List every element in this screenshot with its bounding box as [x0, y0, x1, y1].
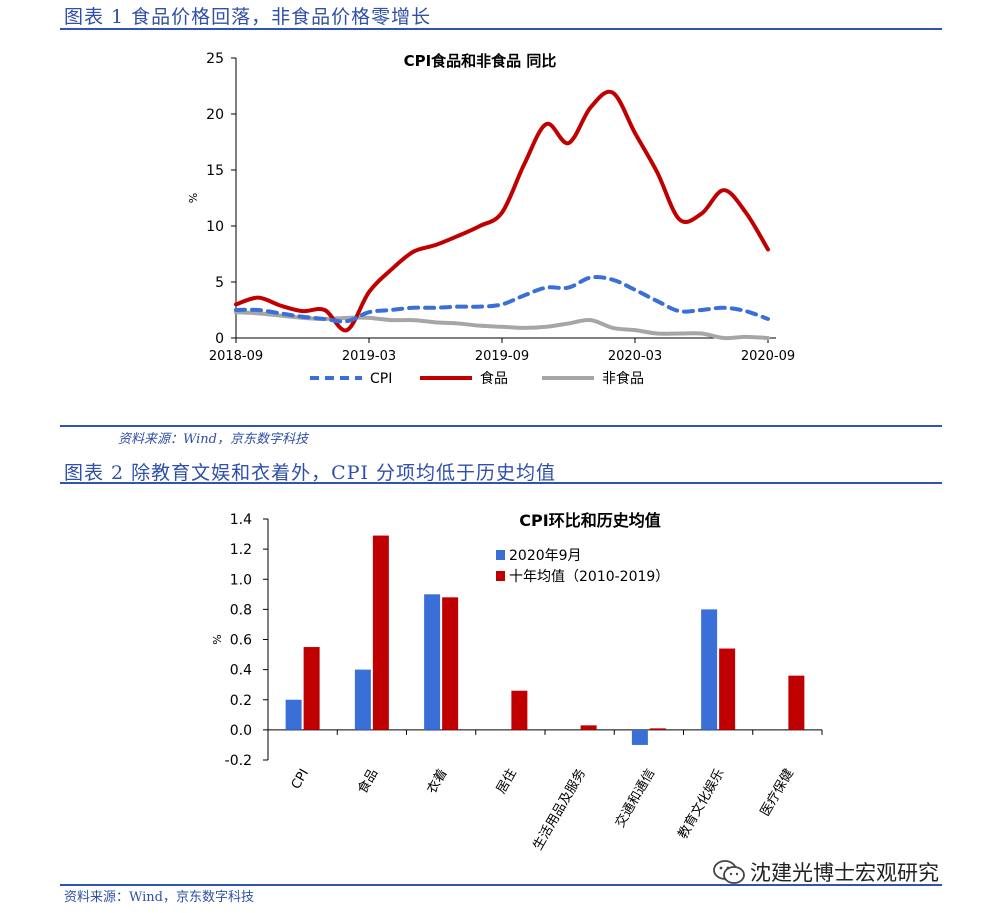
chart2-bar [354, 669, 371, 730]
chart2-bar [424, 594, 441, 730]
watermark-text: 沈建光博士宏观研究 [750, 861, 939, 885]
figure1-source: 资料来源：Wind，京东数字科技 [118, 432, 308, 447]
chart2-category-label: 居住 [494, 767, 520, 797]
chart1-legend-label: CPI [370, 371, 392, 387]
bar-chart: CPI环比和历史均值% -0.2 0.0 0.2 0.4 0.6 0.8 1.0 1.2 1.4 C… [210, 511, 823, 853]
chart2-bar [285, 699, 302, 730]
chart2-bar [580, 725, 597, 730]
chart2-bar [701, 609, 718, 730]
figure1-bottom-rule [60, 425, 942, 427]
chart2-category-label: 教育文化娱乐 [675, 766, 728, 842]
figure1-top-rule [60, 28, 942, 30]
chart2-ylabel: % [210, 634, 223, 644]
chart2-bar [372, 535, 389, 730]
chart1-xtick-label: 2019-09 [475, 349, 529, 364]
chart1-xtick-label: 2020-03 [608, 349, 662, 364]
chart1-series-line [234, 275, 770, 324]
chart1-series-line [234, 89, 770, 333]
chart2-category-label: 食品 [354, 766, 381, 797]
chart2-ytick-label: 1.0 [230, 572, 252, 588]
chart1-xtick-label: 2019-03 [342, 349, 396, 364]
chart2-category-label: CPI [289, 767, 312, 792]
chart2-bar [511, 690, 528, 730]
chart1-ytick-label: 5 [215, 275, 224, 291]
chart2-ytick-label: 0.8 [230, 602, 252, 618]
chart1-title: CPI食品和非食品 同比 [404, 52, 557, 70]
chart2-category-label: 交通和通信 [612, 766, 658, 830]
watermark: 沈建光博士宏观研究 [712, 856, 939, 888]
figure1-title: 图表 1 食品价格回落，非食品价格零增长 [64, 6, 432, 28]
chart2-ytick-label: 1.4 [230, 512, 252, 528]
chart2-bar [631, 729, 648, 745]
figure2-title: 图表 2 除教育文娱和衣着外，CPI 分项均低于历史均值 [64, 462, 557, 484]
chart2-bar [303, 647, 320, 730]
chart1-legend-label: 非食品 [602, 370, 644, 387]
wechat-icon [713, 860, 745, 884]
chart2-bar [649, 728, 666, 730]
chart1-ytick-label: 10 [206, 219, 224, 235]
chart2-legend-swatch [496, 571, 505, 581]
chart2-bar [442, 597, 459, 730]
chart2-ytick-label: 1.2 [230, 542, 252, 558]
figure2-bottom-rule [60, 884, 942, 886]
chart1-ytick-label: 15 [206, 163, 224, 179]
chart2-ytick-label: 0.4 [230, 663, 252, 679]
chart1-ytick-label: 0 [215, 331, 224, 347]
chart2-category-label: 生活用品及服务 [530, 766, 589, 853]
chart1-ylabel: % [186, 193, 199, 203]
chart1-ytick-label: 20 [206, 107, 224, 123]
figure2-top-rule [60, 482, 942, 484]
chart2-bar [719, 648, 736, 730]
chart1-xtick-label: 2018-09 [209, 349, 263, 364]
chart2-category-label: 医疗保健 [758, 767, 797, 820]
chart2-title: CPI环比和历史均值 [519, 511, 660, 530]
chart2-ytick-label: -0.2 [225, 753, 252, 769]
chart2-ytick-label: 0.6 [230, 633, 252, 649]
chart2-ytick-label: 0.2 [230, 693, 252, 709]
chart2-ytick-label: 0.0 [230, 723, 252, 739]
chart2-category-label: 衣着 [424, 766, 451, 797]
chart2-legend-swatch [496, 550, 505, 560]
chart2-bar [788, 675, 805, 730]
chart1-legend-label: 食品 [480, 370, 508, 387]
line-chart: CPI食品和非食品 同比% 0 5 10 15 20 25 2018-09 2019-03 201… [186, 51, 795, 387]
figure2-source: 资料来源：Wind，京东数字科技 [64, 890, 254, 905]
chart1-xtick-label: 2020-09 [741, 349, 795, 364]
chart1-ytick-label: 25 [206, 51, 224, 67]
chart2-legend-label: 2020年9月 [509, 548, 582, 564]
chart2-legend-label: 十年均值（2010-2019） [509, 569, 669, 585]
